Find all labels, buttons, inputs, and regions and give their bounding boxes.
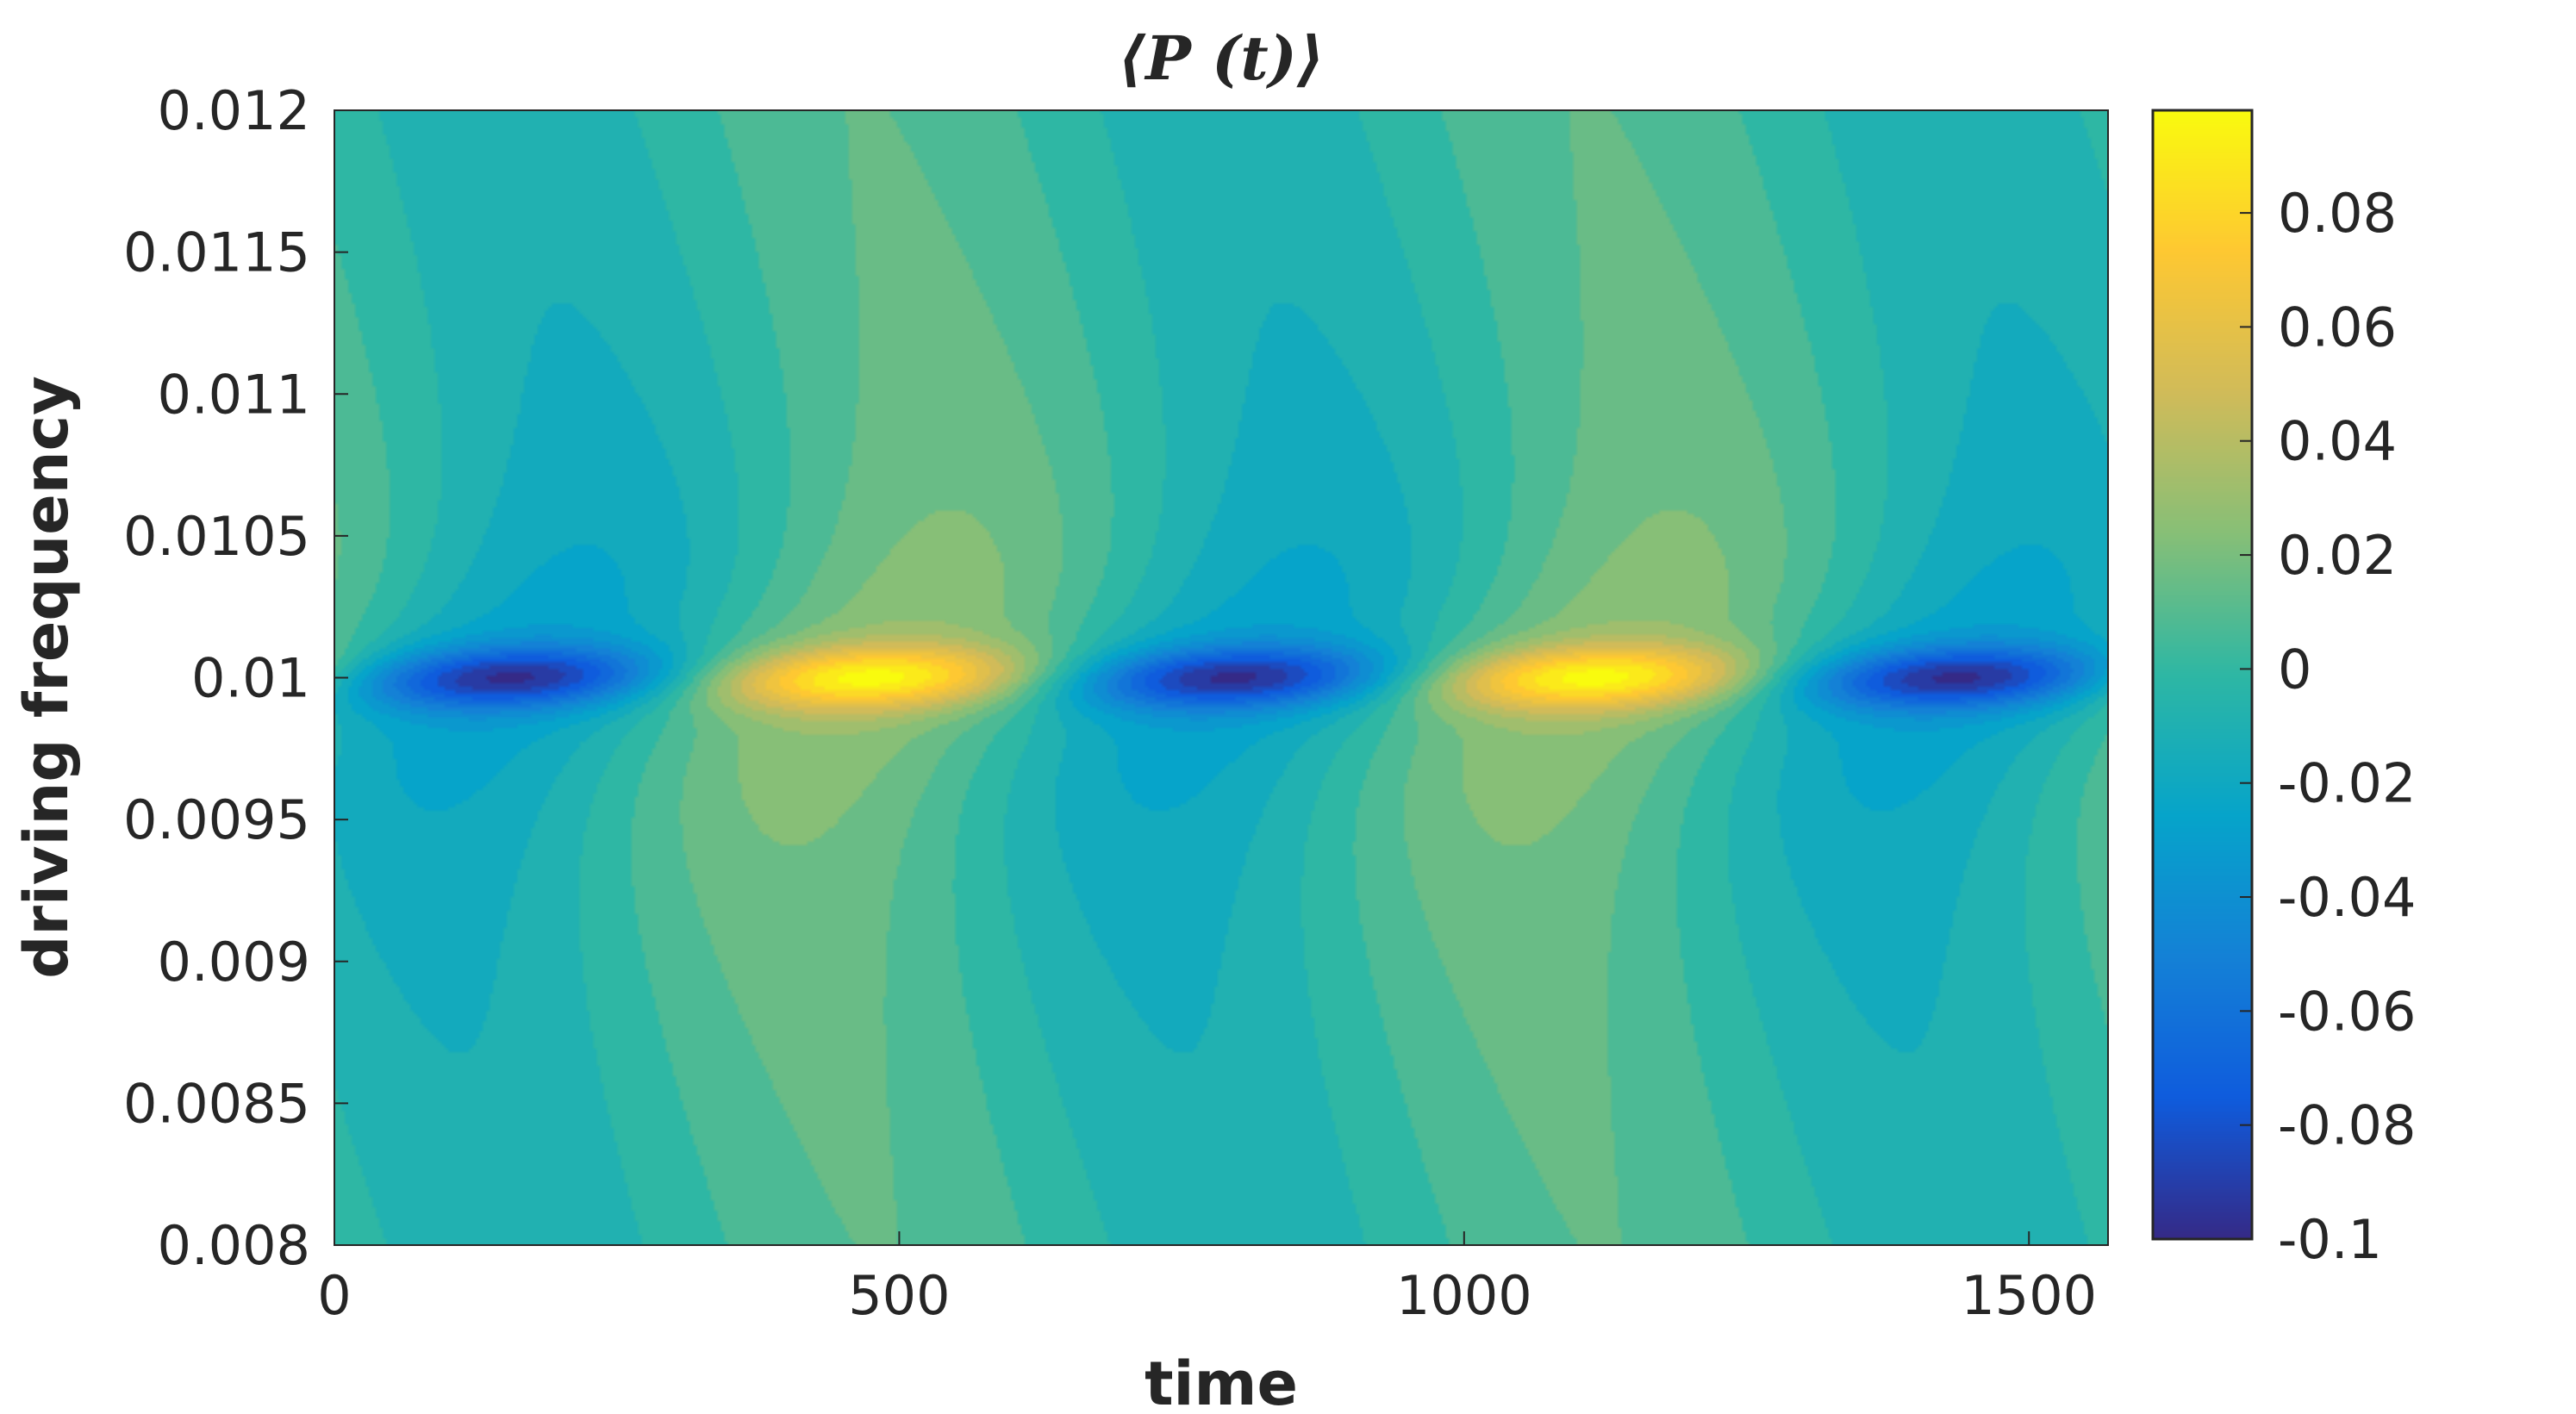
colorbar-tick-label: 0: [2278, 638, 2311, 701]
y-tick-label: 0.009: [158, 931, 311, 994]
colorbar-axis: -0.1 -0.08 -0.06 -0.04 -0.02 0 0.02 0.04 0.06 0.0…: [2240, 182, 2416, 1271]
colorbar-box: [2151, 109, 2254, 1241]
y-tick-label: 0.0105: [123, 505, 310, 568]
y-tick-label: 0.008: [158, 1214, 311, 1277]
heatmap-plot-area: [334, 110, 2108, 1245]
colorbar-tick-label: -0.02: [2278, 752, 2416, 815]
y-axis: 0.008 0.0085 0.009 0.0095 0.01 0.0105 0.011 0.0…: [123, 79, 348, 1277]
colorbar-tick-label: 0.08: [2278, 182, 2397, 245]
x-axis: 0 500 1000 1500: [317, 1231, 2097, 1327]
colorbar-tick-label: -0.04: [2278, 866, 2416, 929]
colorbar-tick-label: 0.04: [2278, 410, 2397, 473]
y-tick-label: 0.0085: [123, 1072, 310, 1135]
x-tick-label: 1000: [1396, 1264, 1532, 1327]
x-tick-label: 500: [848, 1264, 950, 1327]
colorbar-tick-label: -0.08: [2278, 1094, 2416, 1157]
colorbar: [2153, 110, 2252, 1239]
y-tick-label: 0.0095: [123, 788, 310, 851]
y-tick-label: 0.0115: [123, 221, 310, 284]
y-tick-label: 0.012: [158, 79, 311, 142]
y-tick-label: 0.01: [191, 647, 310, 710]
colorbar-tick-label: -0.1: [2278, 1208, 2382, 1271]
chart-title: ⟨P (t)⟩: [1118, 22, 1325, 94]
x-axis-title: time: [1145, 1349, 1298, 1414]
colorbar-tick-label: -0.06: [2278, 980, 2416, 1043]
x-tick-label: 1500: [1961, 1264, 2097, 1327]
colorbar-tick-label: 0.06: [2278, 296, 2397, 358]
x-tick-label: 0: [317, 1264, 351, 1327]
y-tick-label: 0.011: [158, 363, 311, 426]
y-axis-title: driving frequency: [11, 376, 82, 978]
colorbar-tick-label: 0.02: [2278, 524, 2397, 587]
